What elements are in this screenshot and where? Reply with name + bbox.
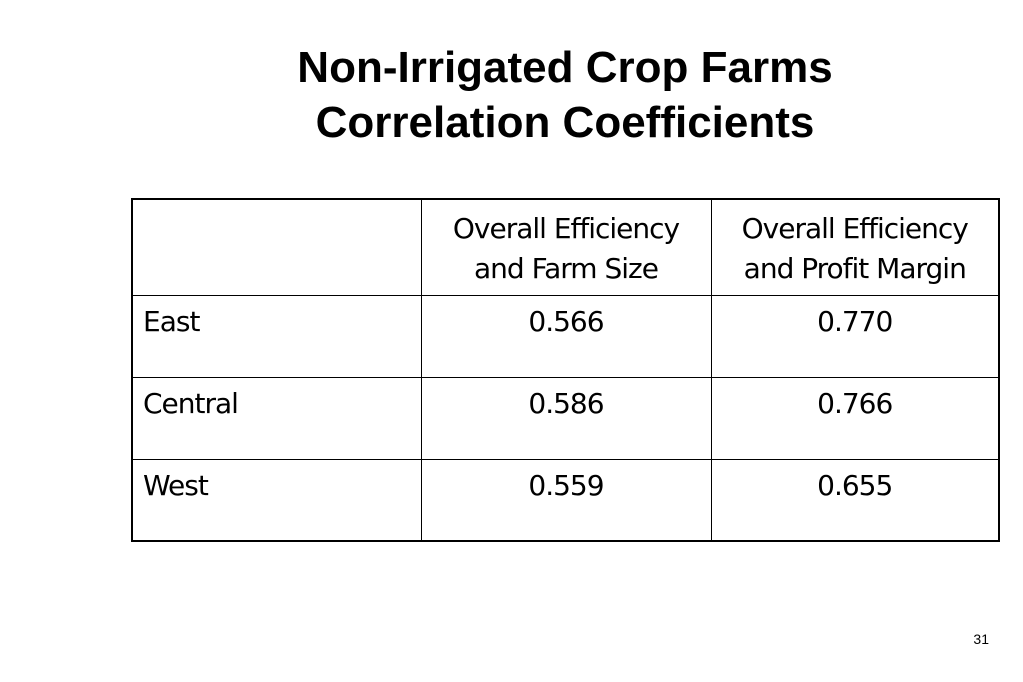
slide-title: Non-Irrigated Crop Farms Correlation Coe… — [100, 40, 1023, 150]
table-row-east: East 0.566 0.770 — [131, 294, 1000, 378]
table-row-west: West 0.559 0.655 — [131, 458, 1000, 542]
title-line-1: Non-Irrigated Crop Farms — [297, 43, 833, 92]
column-header-profit-margin: Overall Efficiency and Profit Margin — [710, 198, 1000, 296]
cell-profit-margin: 0.770 — [710, 294, 1000, 378]
column-header-farm-size: Overall Efficiency and Farm Size — [420, 198, 712, 296]
page-number: 31 — [973, 631, 989, 647]
cell-farm-size: 0.566 — [420, 294, 712, 378]
cell-farm-size: 0.586 — [420, 376, 712, 460]
table-row-central: Central 0.586 0.766 — [131, 376, 1000, 460]
cell-profit-margin: 0.655 — [710, 458, 1000, 542]
title-line-2: Correlation Coefficients — [315, 98, 815, 147]
column-header-line: Overall Efficiency — [452, 212, 680, 245]
corner-header-cell — [131, 198, 422, 296]
correlation-table: Overall Efficiency and Farm Size Overall… — [131, 198, 1000, 542]
row-label: East — [131, 294, 422, 378]
column-header-line: Overall Efficiency — [741, 212, 969, 245]
row-label: West — [131, 458, 422, 542]
cell-farm-size: 0.559 — [420, 458, 712, 542]
table-header-row: Overall Efficiency and Farm Size Overall… — [131, 198, 1000, 296]
row-label: Central — [131, 376, 422, 460]
column-header-line: and Farm Size — [474, 252, 659, 285]
column-header-line: and Profit Margin — [743, 252, 967, 285]
cell-profit-margin: 0.766 — [710, 376, 1000, 460]
